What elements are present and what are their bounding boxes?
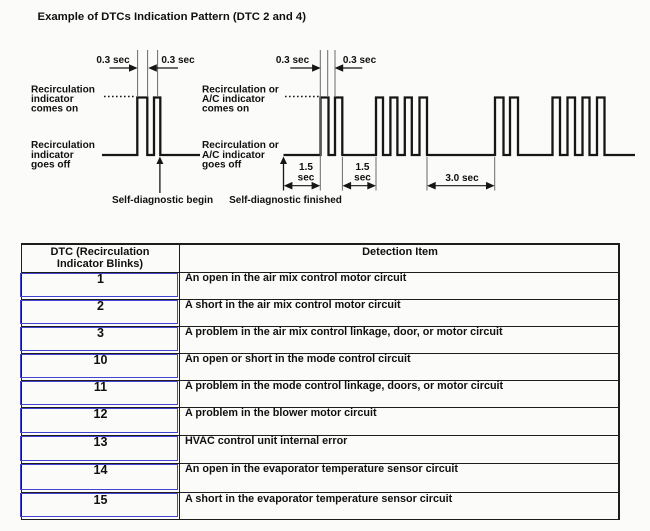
svg-text:comes on: comes on	[31, 104, 78, 115]
svg-text:1.5: 1.5	[356, 162, 370, 173]
svg-text:Recirculation: Recirculation	[31, 140, 95, 151]
svg-text:goes off: goes off	[202, 160, 242, 171]
svg-text:0.3 sec: 0.3 sec	[96, 55, 130, 66]
svg-text:Self-diagnostic begin: Self-diagnostic begin	[112, 195, 213, 206]
svg-text:Recirculation or: Recirculation or	[202, 140, 279, 151]
svg-text:A/C indicator: A/C indicator	[202, 150, 265, 161]
svg-text:0.3 sec: 0.3 sec	[276, 55, 310, 66]
svg-text:indicator: indicator	[31, 94, 74, 105]
svg-text:0.3 sec: 0.3 sec	[161, 55, 195, 66]
svg-text:sec: sec	[354, 173, 371, 184]
svg-text:Self-diagnostic finished: Self-diagnostic finished	[229, 195, 342, 206]
svg-text:comes on: comes on	[202, 104, 249, 115]
svg-text:Recirculation or: Recirculation or	[202, 84, 279, 95]
svg-text:goes off: goes off	[31, 160, 71, 171]
svg-text:0.3 sec: 0.3 sec	[343, 55, 377, 66]
svg-text:A/C indicator: A/C indicator	[202, 94, 265, 105]
svg-text:Recirculation: Recirculation	[31, 84, 95, 95]
svg-text:indicator: indicator	[31, 150, 74, 161]
svg-text:1.5: 1.5	[299, 162, 313, 173]
svg-text:3.0 sec: 3.0 sec	[445, 173, 479, 184]
svg-text:sec: sec	[298, 173, 315, 184]
